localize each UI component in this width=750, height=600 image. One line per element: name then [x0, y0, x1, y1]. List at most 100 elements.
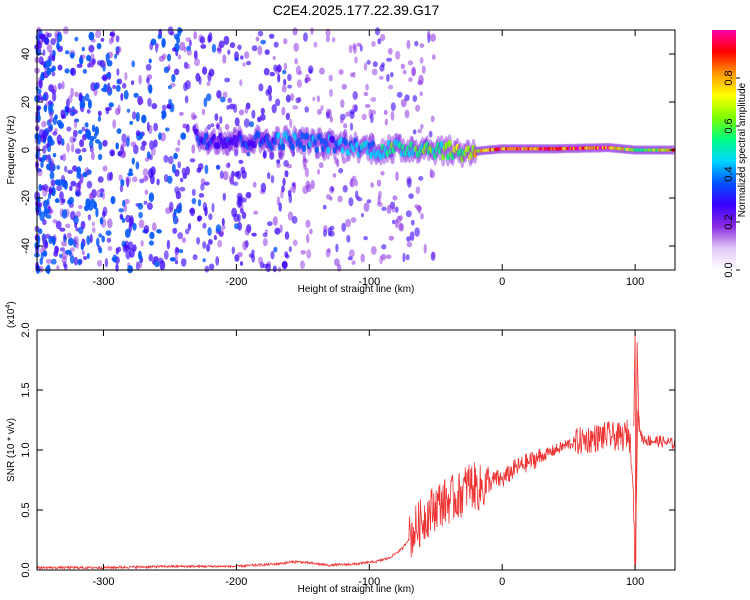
heatmap-noise-cell	[88, 192, 95, 200]
heatmap-noise-cell	[316, 95, 321, 103]
heatmap-noise-cell	[76, 63, 83, 68]
heatmap-noise-cell	[138, 99, 144, 105]
heatmap-ridge-cell	[369, 151, 374, 159]
heatmap-noise-cell	[96, 237, 100, 247]
heatmap-noise-cell	[74, 91, 79, 98]
heatmap-noise-cell	[95, 207, 99, 218]
heatmap-noise-cell	[407, 60, 414, 66]
heatmap-noise-cell	[66, 232, 72, 239]
snr-y-tick-label: 0.5	[20, 502, 32, 517]
heatmap-noise-cell	[201, 108, 206, 116]
heatmap-noise-cell	[106, 72, 111, 78]
heatmap-ridge-cell	[387, 139, 391, 148]
heatmap-ridge-cell	[436, 141, 441, 149]
heatmap-ridge-cell	[380, 143, 385, 151]
heatmap-noise-cell	[338, 167, 344, 174]
heatmap-noise-cell	[86, 180, 93, 189]
heatmap-noise-cell	[319, 67, 325, 75]
heatmap-noise-cell	[96, 189, 102, 198]
heatmap-noise-cell	[156, 229, 162, 234]
heatmap-noise-cell	[267, 221, 273, 227]
heatmap-noise-cell	[419, 57, 424, 64]
heatmap-noise-cell	[44, 37, 50, 46]
heatmap-noise-cell	[185, 123, 190, 133]
heatmap-noise-cell	[267, 172, 271, 180]
heatmap-x-tick-label: -300	[92, 276, 114, 288]
heatmap-noise-cell	[277, 73, 281, 83]
heatmap-noise-cell	[56, 43, 61, 50]
heatmap-noise-cell	[146, 121, 150, 132]
heatmap-noise-cell	[214, 113, 219, 121]
heatmap-noise-cell	[245, 191, 252, 199]
heatmap-ridge-cell	[367, 142, 372, 150]
heatmap-noise-cell	[398, 223, 405, 232]
heatmap-noise-cell	[328, 74, 333, 82]
heatmap-noise-cell	[239, 208, 244, 214]
heatmap-noise-cell	[341, 157, 347, 164]
heatmap-noise-cell	[124, 72, 128, 81]
heatmap-noise-cell	[166, 104, 172, 109]
heatmap-noise-cell	[148, 240, 154, 246]
colorbar-tick-label: 0.0	[723, 262, 735, 277]
heatmap-ridge-cell	[298, 141, 303, 149]
heatmap-noise-cell	[372, 61, 378, 68]
heatmap-noise-cell	[161, 38, 166, 48]
heatmap-noise-cell	[217, 239, 223, 248]
heatmap-noise-cell	[353, 44, 357, 54]
heatmap-noise-cell	[147, 97, 152, 107]
heatmap-noise-cell	[138, 219, 145, 229]
heatmap-noise-cell	[175, 190, 182, 200]
heatmap-ridge-cell	[382, 151, 387, 159]
heatmap-noise-cell	[57, 64, 63, 71]
heatmap-noise-cell	[59, 191, 64, 201]
heatmap-noise-cell	[384, 118, 388, 126]
heatmap-noise-cell	[57, 82, 62, 90]
heatmap-noise-cell	[116, 128, 122, 134]
heatmap-noise-cell	[154, 260, 160, 268]
heatmap-noise-cell	[179, 186, 186, 192]
heatmap-noise-cell	[224, 123, 230, 131]
heatmap-noise-cell	[45, 214, 52, 219]
heatmap-noise-cell	[97, 153, 103, 161]
heatmap-x-label: Height of straight line (km)	[298, 284, 415, 295]
heatmap-noise-cell	[306, 249, 312, 259]
heatmap-noise-cell	[337, 195, 343, 203]
heatmap-noise-cell	[97, 115, 101, 122]
heatmap-noise-cell	[213, 234, 217, 241]
heatmap-noise-cell	[431, 54, 436, 60]
heatmap-noise-cell	[87, 99, 92, 109]
heatmap-noise-cell	[109, 171, 113, 181]
heatmap-noise-cell	[251, 249, 255, 255]
heatmap-noise-cell	[52, 219, 58, 224]
heatmap-noise-cell	[131, 60, 135, 68]
heatmap-noise-cell	[70, 210, 76, 221]
heatmap-noise-cell	[208, 68, 215, 77]
heatmap-noise-cell	[185, 63, 191, 70]
heatmap-noise-cell	[269, 33, 275, 39]
heatmap-noise-cell	[398, 222, 404, 231]
heatmap-ridge-cell	[343, 139, 348, 147]
heatmap-noise-cell	[191, 188, 196, 197]
heatmap-ridge-cell	[455, 143, 460, 151]
heatmap-noise-cell	[148, 84, 153, 94]
heatmap-ridge-cell	[407, 150, 412, 158]
heatmap-noise-cell	[41, 33, 45, 42]
heatmap-noise-cell	[50, 163, 56, 172]
heatmap-noise-cell	[360, 253, 365, 263]
snr-x-ticks: -300 -200 -100 0 100	[92, 330, 644, 588]
heatmap-noise-cell	[203, 181, 210, 186]
heatmap-noise-cell	[260, 132, 265, 138]
heatmap-noise-cell	[93, 201, 97, 210]
heatmap-noise-cell	[381, 253, 387, 261]
heatmap-noise-cell	[244, 106, 249, 114]
heatmap-noise-cell	[363, 91, 369, 97]
heatmap-noise-cell	[163, 155, 169, 163]
heatmap-ridge-cell	[438, 147, 442, 155]
heatmap-noise-cell	[377, 38, 382, 45]
heatmap-noise-cell	[219, 116, 223, 124]
heatmap-noise-cell	[63, 263, 68, 271]
heatmap-noise-cell	[222, 91, 228, 99]
heatmap-noise-cell	[137, 95, 143, 106]
heatmap-noise-cell	[38, 56, 44, 65]
heatmap-noise-cell	[57, 179, 62, 187]
